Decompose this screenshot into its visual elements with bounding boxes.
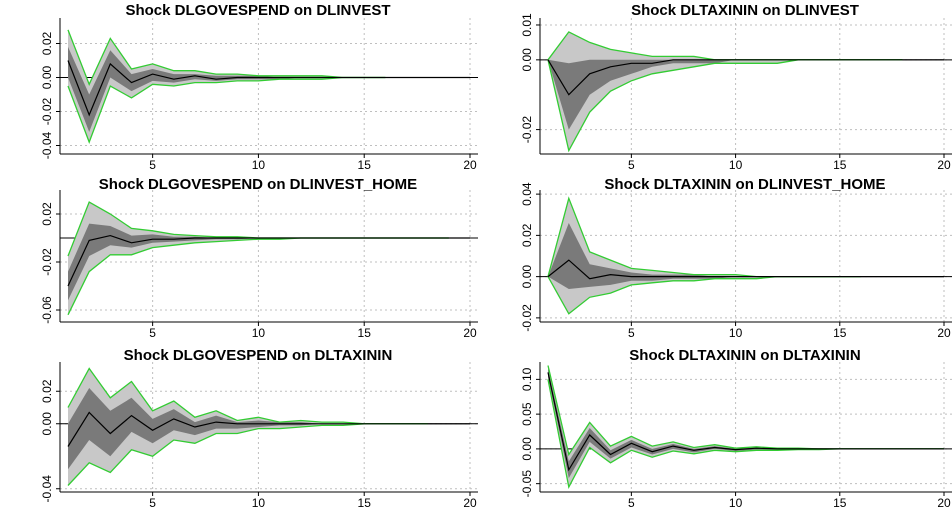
x-tick-label: 20 bbox=[937, 158, 951, 172]
y-tick-label: 0.05 bbox=[520, 402, 534, 426]
lower-band-edge bbox=[67, 76, 386, 144]
inner-confidence-band bbox=[548, 59, 903, 130]
x-tick-label: 15 bbox=[833, 158, 847, 172]
outer-confidence-band bbox=[548, 198, 861, 314]
x-tick-label: 20 bbox=[463, 326, 477, 340]
y-tick-label: 0.00 bbox=[520, 265, 534, 289]
x-tick-label: 15 bbox=[833, 326, 847, 340]
inner-confidence-band bbox=[68, 46, 386, 132]
upper-band-edge bbox=[67, 29, 386, 86]
irf-panel: 5 10 15 20 -0.05 0.00 0.05 0.10 Shock DLTAXININ … bbox=[520, 347, 952, 510]
y-tick-label: -0.06 bbox=[40, 296, 54, 324]
impulse-response-line bbox=[547, 59, 944, 96]
impulse-response-line bbox=[547, 372, 944, 472]
irf-panel: 5 10 15 20 -0.04 -0.02 0.00 0.02 Shock DLGOVESPE… bbox=[40, 2, 478, 172]
x-tick-label: 5 bbox=[628, 496, 635, 510]
y-tick-label: -0.02 bbox=[520, 304, 534, 332]
x-tick-label: 10 bbox=[252, 326, 266, 340]
x-tick-label: 15 bbox=[833, 496, 847, 510]
irf-panel: 5 10 15 20 -0.02 0.00 0.01 Shock DLTAXININ on D… bbox=[520, 2, 952, 172]
x-tick-label: 5 bbox=[628, 158, 635, 172]
x-tick-label: 5 bbox=[149, 496, 156, 510]
y-tick-label: -0.02 bbox=[40, 248, 54, 276]
y-tick-label: -0.02 bbox=[40, 98, 54, 126]
impulse-response-line bbox=[67, 234, 470, 287]
y-tick-label: 0.00 bbox=[520, 48, 534, 72]
x-tick-label: 10 bbox=[252, 158, 266, 172]
inner-confidence-band bbox=[548, 368, 944, 479]
panel-title: Shock DLGOVESPEND on DLTAXININ bbox=[124, 347, 393, 364]
x-tick-label: 20 bbox=[937, 326, 951, 340]
x-tick-label: 10 bbox=[729, 496, 743, 510]
impulse-response-line bbox=[67, 411, 470, 447]
impulse-response-line bbox=[547, 259, 944, 280]
lower-band-edge bbox=[547, 379, 944, 490]
irf-panel: 5 10 15 20 -0.02 0.00 0.02 0.04 Shock DLTAXININ … bbox=[520, 176, 952, 340]
y-tick-label: 0.02 bbox=[40, 31, 54, 55]
y-tick-label: 0.01 bbox=[520, 13, 534, 37]
inner-confidence-band bbox=[548, 223, 861, 289]
y-tick-label: 0.00 bbox=[40, 412, 54, 436]
x-tick-label: 10 bbox=[729, 158, 743, 172]
panel-title: Shock DLTAXININ on DLTAXININ bbox=[629, 347, 860, 364]
x-tick-label: 10 bbox=[729, 326, 743, 340]
outer-confidence-band bbox=[548, 31, 903, 151]
x-tick-label: 5 bbox=[149, 326, 156, 340]
inner-confidence-band bbox=[68, 223, 449, 301]
outer-confidence-band bbox=[68, 202, 449, 315]
y-tick-label: 0.02 bbox=[40, 202, 54, 226]
inner-confidence-band bbox=[68, 388, 428, 470]
y-tick-label: -0.04 bbox=[40, 132, 54, 160]
y-tick-label: -0.05 bbox=[520, 470, 534, 498]
x-tick-label: 10 bbox=[252, 496, 266, 510]
x-tick-label: 15 bbox=[358, 326, 372, 340]
y-tick-label: 0.10 bbox=[520, 367, 534, 391]
panel-title: Shock DLTAXININ on DLINVEST bbox=[631, 2, 859, 19]
x-tick-label: 15 bbox=[358, 158, 372, 172]
x-tick-label: 5 bbox=[149, 158, 156, 172]
y-tick-label: -0.04 bbox=[40, 475, 54, 503]
y-tick-label: 0.02 bbox=[520, 223, 534, 247]
panel-title: Shock DLGOVESPEND on DLINVEST bbox=[125, 2, 390, 19]
irf-panel: 5 10 15 20 -0.06 -0.02 0.02 Shock DLGOVESPEND o… bbox=[40, 176, 478, 340]
panel-title: Shock DLGOVESPEND on DLINVEST_HOME bbox=[99, 176, 417, 193]
y-tick-label: 0.00 bbox=[520, 437, 534, 461]
x-tick-label: 15 bbox=[358, 496, 372, 510]
panel-title: Shock DLTAXININ on DLINVEST_HOME bbox=[604, 176, 885, 193]
impulse-response-line bbox=[67, 60, 470, 117]
y-tick-label: 0.02 bbox=[40, 379, 54, 403]
x-tick-label: 5 bbox=[628, 326, 635, 340]
x-tick-label: 20 bbox=[463, 158, 477, 172]
irf-panel: 5 10 15 20 -0.04 0.00 0.02 Shock DLGOVESPEND on… bbox=[40, 347, 478, 510]
upper-band-edge bbox=[547, 365, 944, 457]
x-tick-label: 20 bbox=[937, 496, 951, 510]
y-tick-label: 0.00 bbox=[40, 65, 54, 89]
y-tick-label: 0.04 bbox=[520, 182, 534, 206]
x-tick-label: 20 bbox=[463, 496, 477, 510]
outer-confidence-band bbox=[548, 365, 944, 488]
y-tick-label: -0.02 bbox=[520, 116, 534, 144]
